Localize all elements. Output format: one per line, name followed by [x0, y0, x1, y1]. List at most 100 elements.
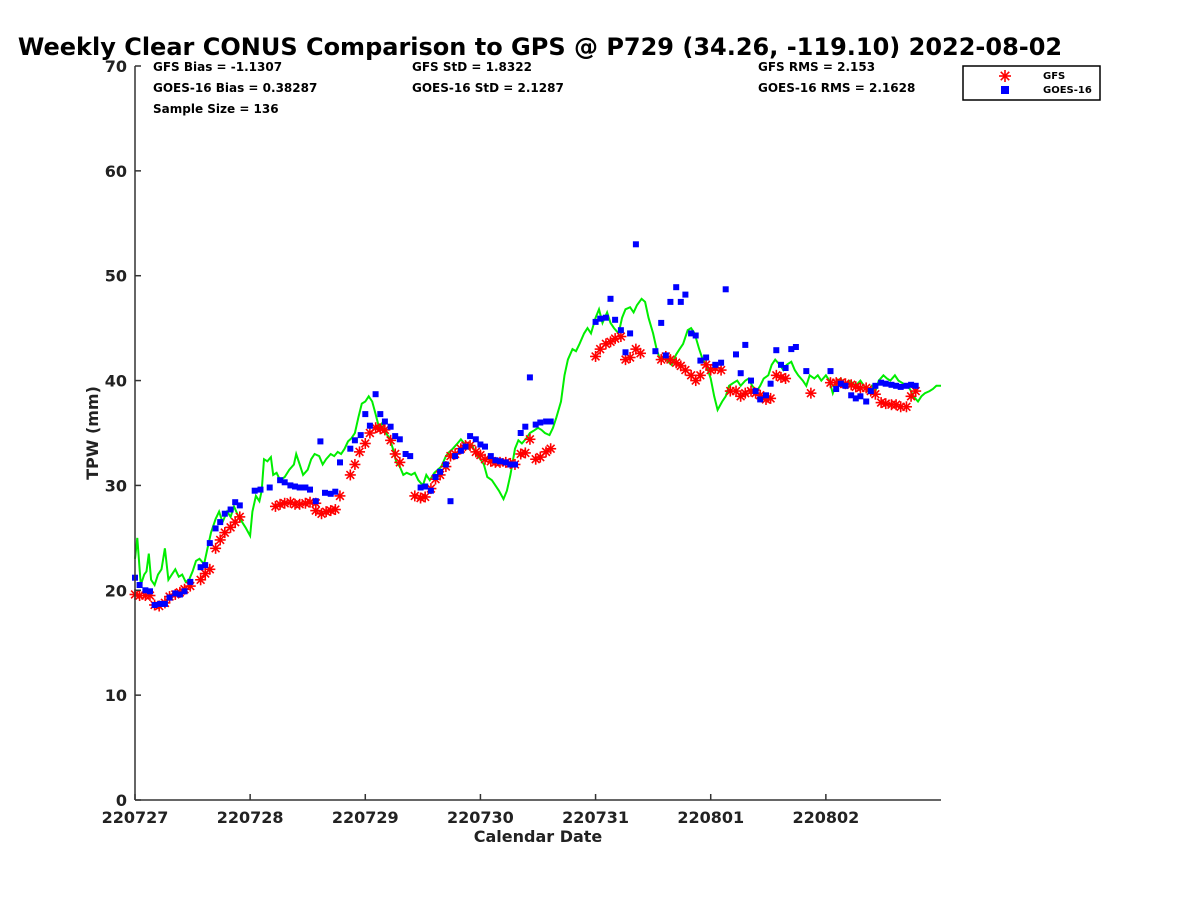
goes-point	[682, 291, 689, 298]
goes-point	[752, 388, 759, 395]
goes-point	[592, 318, 599, 325]
goes-point	[597, 315, 604, 322]
goes-point	[803, 368, 810, 375]
gfs-point	[329, 504, 341, 516]
gfs-point	[234, 511, 246, 523]
goes-point	[302, 484, 309, 491]
goes-point	[172, 590, 179, 597]
goes-point	[227, 506, 234, 513]
goes-point	[161, 600, 168, 607]
goes-point	[697, 357, 704, 364]
y-tick-label: 50	[105, 267, 127, 286]
goes-point	[337, 459, 343, 466]
gfs-point	[540, 446, 552, 458]
goes-point	[372, 391, 379, 398]
goes-point	[457, 447, 464, 454]
axes: 0 10 20 30 40 50 60 70 220727 220728 220729 220730…	[83, 57, 941, 846]
goes-point	[166, 594, 173, 601]
goes-point	[236, 502, 243, 509]
goes-point	[512, 461, 518, 468]
legend-box	[962, 65, 1101, 101]
goes-point	[722, 286, 729, 293]
y-tick-label: 30	[105, 476, 127, 495]
goes-point	[652, 348, 659, 355]
goes-point	[763, 392, 769, 399]
gfs-point	[210, 542, 222, 554]
gfs-point	[379, 424, 391, 436]
goes-point	[357, 432, 364, 439]
goes-point	[547, 418, 554, 425]
goes-point	[733, 351, 739, 358]
gfs-point	[690, 375, 702, 387]
goes-point	[888, 381, 895, 388]
goes-point	[497, 458, 503, 465]
goes-point	[767, 380, 774, 387]
goes-point	[212, 525, 219, 532]
y-tick-label: 10	[105, 686, 127, 705]
goes-point	[522, 423, 529, 430]
goes-point	[833, 386, 840, 392]
y-tick-label: 20	[105, 581, 127, 600]
goes-point	[688, 330, 695, 337]
y-tick-label: 40	[105, 372, 127, 391]
goes-point	[287, 482, 294, 489]
gfs-point	[359, 437, 371, 449]
goes-point	[232, 499, 239, 506]
goes-point	[673, 284, 680, 291]
y-tick-label: 0	[116, 791, 127, 810]
goes-point	[692, 332, 699, 339]
goes-point	[312, 498, 319, 505]
goes-point	[882, 380, 889, 387]
goes-point	[773, 347, 780, 354]
goes-point	[307, 486, 313, 493]
goes-point	[187, 578, 194, 585]
goes-point	[662, 352, 669, 359]
goes-point	[908, 381, 915, 388]
goes-point	[447, 498, 454, 505]
goes-point	[327, 490, 334, 497]
goes-point	[221, 510, 228, 517]
goes-point	[852, 395, 859, 402]
goes-point	[878, 379, 885, 386]
goes-point	[827, 368, 834, 375]
goes-point	[462, 443, 469, 450]
goes-point	[737, 370, 744, 377]
goes-point	[206, 540, 213, 547]
goes-point	[322, 489, 328, 496]
goes-point	[296, 484, 303, 491]
goes-point	[863, 398, 870, 405]
legend-goes-label: GOES-16	[1043, 85, 1092, 96]
series-goes-16	[132, 241, 919, 608]
goes-point	[867, 388, 874, 395]
goes-point	[893, 382, 900, 389]
goes-point	[381, 418, 388, 425]
goes-point	[257, 486, 264, 493]
goes-point	[842, 382, 849, 389]
goes-point	[362, 411, 369, 418]
goes-point	[627, 330, 634, 337]
legend-gfs-marker	[999, 70, 1011, 82]
stat-goes-rms: GOES-16 RMS = 2.1628	[758, 81, 915, 95]
goes-point	[703, 354, 710, 361]
goes-point	[181, 588, 188, 595]
goes-point	[396, 436, 403, 443]
legend-gfs-label: GFS	[1043, 71, 1065, 82]
goes-point	[351, 437, 358, 444]
legend-gfs-asterisk	[999, 70, 1011, 82]
gfs-point	[590, 350, 602, 362]
x-tick-label: 220802	[792, 808, 859, 827]
gfs-point	[524, 433, 536, 445]
x-ticks: 220727 220728 220729 220730 220731 220801 2208…	[102, 794, 859, 827]
goes-point	[903, 382, 910, 389]
goes-point	[537, 419, 544, 426]
series-gps-line	[134, 297, 941, 588]
goes-point	[427, 487, 434, 494]
goes-point	[332, 488, 339, 495]
gfs-point	[715, 364, 727, 376]
goes-point	[136, 582, 143, 588]
goes-point	[467, 433, 474, 440]
x-tick-label: 220801	[677, 808, 744, 827]
gfs-point	[519, 447, 531, 459]
goes-point	[151, 602, 158, 608]
